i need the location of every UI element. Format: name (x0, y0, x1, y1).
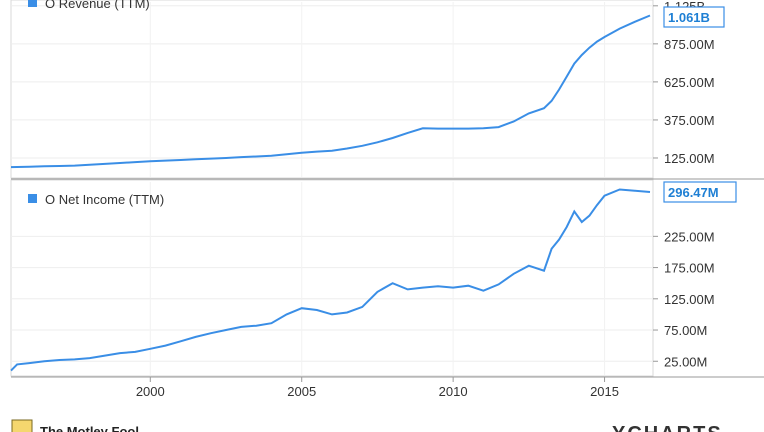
net-income-last-value-label: 296.47M (668, 185, 719, 200)
x-tick-label: 2010 (439, 384, 468, 399)
net-income-legend-swatch (28, 194, 37, 203)
revenue-panel-frame (10, 0, 654, 179)
net-income-y-tick-label: 175.00M (664, 261, 715, 276)
net-income-last-value-box (663, 181, 737, 203)
revenue-legend: O Revenue (TTM) (28, 0, 150, 11)
net-income-y-tick-label: 125.00M (664, 292, 715, 307)
revenue-gridlines (11, 2, 653, 177)
footer-brand: YCHARTS (612, 423, 723, 432)
net-income-last-value: 296.47M (663, 181, 737, 203)
revenue-series-line (10, 14, 651, 169)
net-income-panel-frame (10, 179, 654, 377)
net-income-gridlines (11, 182, 653, 375)
net-income-y-tick-label: 25.00M (664, 354, 707, 369)
x-tick-label: 2000 (136, 384, 165, 399)
revenue-legend-label: O Revenue (TTM) (45, 0, 150, 11)
net-income-y-ticks: 25.00M 75.00M 125.00M 175.00M 225.00M (653, 229, 715, 369)
x-tick-label: 2005 (287, 384, 316, 399)
revenue-last-value-label: 1.061B (668, 10, 710, 25)
revenue-y-tick-label: 125.00M (664, 151, 715, 166)
revenue-y-tick-label: 875.00M (664, 37, 715, 52)
footer: The Motley Fool YCHARTS (11, 419, 723, 432)
net-income-legend-label: O Net Income (TTM) (45, 192, 164, 207)
net-income-series-line (10, 188, 651, 372)
footer-logo-text: The Motley Fool (40, 424, 139, 432)
x-axis-ticks: 2000 2005 2010 2015 (136, 377, 619, 399)
x-tick-label: 2015 (590, 384, 619, 399)
revenue-y-tick-label: 375.00M (664, 113, 715, 128)
revenue-last-value-box (663, 6, 725, 28)
net-income-y-tick-label: 75.00M (664, 323, 707, 338)
revenue-last-value: 1.061B (663, 6, 725, 28)
motley-fool-logo-icon (11, 419, 33, 432)
revenue-legend-swatch (28, 0, 37, 7)
revenue-y-tick-label: 625.00M (664, 75, 715, 90)
net-income-legend: O Net Income (TTM) (28, 192, 164, 207)
net-income-y-tick-label: 225.00M (664, 229, 715, 244)
